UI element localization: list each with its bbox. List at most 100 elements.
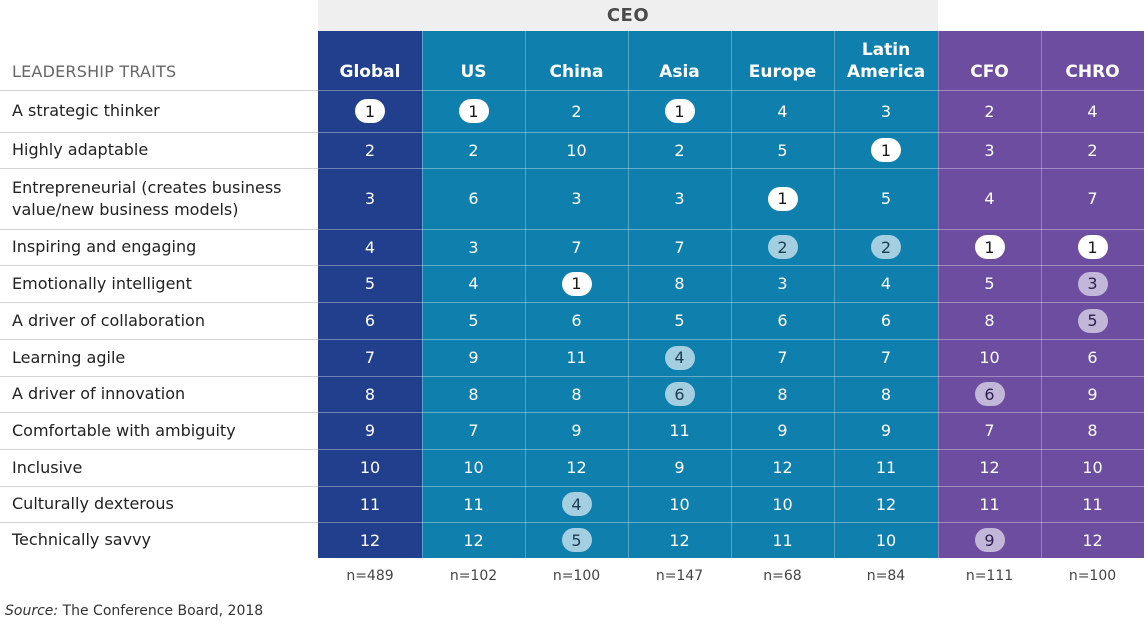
rank-cell: 5 (938, 265, 1041, 302)
trait-label-line: A driver of collaboration (12, 310, 205, 330)
row-divider-cells (318, 229, 1145, 230)
rank-cell: 9 (525, 412, 628, 449)
trait-label: A driver of collaboration (12, 310, 205, 332)
rank-cell: 11 (834, 449, 938, 486)
rank-cell: 6 (834, 302, 938, 339)
rank-cell: 8 (938, 302, 1041, 339)
rank-cell: 8 (628, 265, 731, 302)
rank-badge: 4 (561, 492, 592, 516)
trait-label: Culturally dexterous (12, 493, 174, 515)
rank-value: 2 (1087, 140, 1098, 160)
rank-cell: 8 (834, 376, 938, 412)
rank-cell: 4 (938, 168, 1041, 229)
column-divider (938, 31, 939, 558)
ceo-group-header: CEO (318, 0, 938, 31)
rank-value: 3 (364, 189, 376, 208)
rank-cell: 5 (525, 522, 628, 558)
row-divider-cells (318, 522, 1145, 523)
rank-cell: 9 (422, 339, 525, 376)
rank-value: 5 (984, 274, 995, 293)
rank-badge: 1 (664, 99, 695, 123)
trait-label: A strategic thinker (12, 100, 160, 122)
row-divider-cells (318, 339, 1145, 340)
rank-value: 8 (674, 274, 685, 293)
rank-cell: 3 (422, 229, 525, 265)
rank-value: 11 (772, 530, 793, 550)
sample-size-label: n=147 (655, 568, 704, 584)
rank-cell: 10 (422, 449, 525, 486)
column-header-europe: Europe (731, 31, 834, 89)
rank-badge: 6 (664, 382, 695, 406)
source-note: Source: The Conference Board, 2018 (5, 603, 263, 619)
rank-cell: 9 (628, 449, 731, 486)
column-header-asia: Asia (628, 31, 731, 89)
rank-value: 2 (984, 101, 995, 121)
rank-cell: 1 (1041, 229, 1144, 265)
rank-value: 10 (1082, 458, 1103, 477)
rank-value: 8 (468, 384, 479, 404)
rank-value: 4 (984, 189, 995, 208)
rank-badge: 4 (664, 345, 695, 370)
rank-value: 12 (772, 458, 793, 477)
rank-value: 9 (571, 421, 582, 440)
trait-label-line: value/new business models) (12, 199, 239, 219)
rank-cell: 2 (422, 132, 525, 168)
rank-badge: 1 (767, 186, 798, 211)
rank-value: 11 (566, 348, 587, 367)
column-header-line: Latin (861, 40, 911, 60)
rank-value: 3 (777, 274, 788, 293)
trait-label-line: Emotionally intelligent (12, 273, 192, 293)
row-divider (0, 90, 318, 91)
sample-size-label: n=100 (1068, 568, 1117, 584)
rank-value: 4 (364, 237, 376, 257)
row-divider-cells (318, 486, 1145, 487)
row-divider (0, 229, 318, 230)
trait-label-line: A driver of innovation (12, 384, 186, 403)
trait-label-line: Learning agile (12, 347, 126, 367)
rank-value: 11 (669, 421, 690, 440)
rank-cell: 2 (938, 90, 1041, 132)
rank-cell: 5 (422, 302, 525, 339)
rank-value: 9 (364, 421, 376, 440)
row-divider (0, 168, 318, 169)
column-header-line: Asia (659, 62, 700, 82)
rank-cell: 2 (318, 132, 422, 168)
trait-label: Technically savvy (12, 529, 151, 551)
column-header-us: US (422, 31, 525, 89)
row-divider-cells (318, 168, 1145, 169)
rank-value: 3 (468, 237, 479, 257)
rank-value: 6 (1087, 348, 1098, 367)
rank-value: 4 (880, 274, 892, 293)
rank-cell: 10 (938, 339, 1041, 376)
rank-value: 2 (364, 140, 376, 160)
ceo-group-label: CEO (606, 5, 650, 26)
rank-value: 11 (463, 494, 484, 514)
rank-value: 12 (359, 530, 381, 550)
rank-value: 8 (364, 384, 376, 404)
rank-cell: 5 (731, 132, 834, 168)
row-divider (0, 339, 318, 340)
rank-cell: 6 (1041, 339, 1144, 376)
rank-cell: 4 (1041, 90, 1144, 132)
rank-cell: 10 (1041, 449, 1144, 486)
source-text: The Conference Board, 2018 (58, 603, 264, 619)
column-divider (628, 31, 629, 558)
row-divider (0, 302, 318, 303)
rank-cell: 6 (422, 168, 525, 229)
column-header-cfo: CFO (938, 31, 1041, 89)
column-divider (422, 31, 423, 558)
rank-value: 7 (674, 237, 685, 257)
column-header-latin-america: Latin America (834, 31, 938, 89)
rank-value: 7 (364, 348, 376, 367)
rank-value: 12 (463, 530, 484, 550)
rank-value: 8 (1087, 421, 1098, 440)
rank-cell: 5 (834, 168, 938, 229)
column-divider (731, 31, 732, 558)
row-divider (0, 376, 318, 377)
row-divider-cells (318, 132, 1145, 133)
rank-badge: 1 (561, 271, 592, 296)
rank-cell: 1 (834, 132, 938, 168)
rank-value: 7 (777, 348, 788, 367)
column-divider (834, 31, 835, 558)
rank-value: 10 (875, 530, 897, 550)
